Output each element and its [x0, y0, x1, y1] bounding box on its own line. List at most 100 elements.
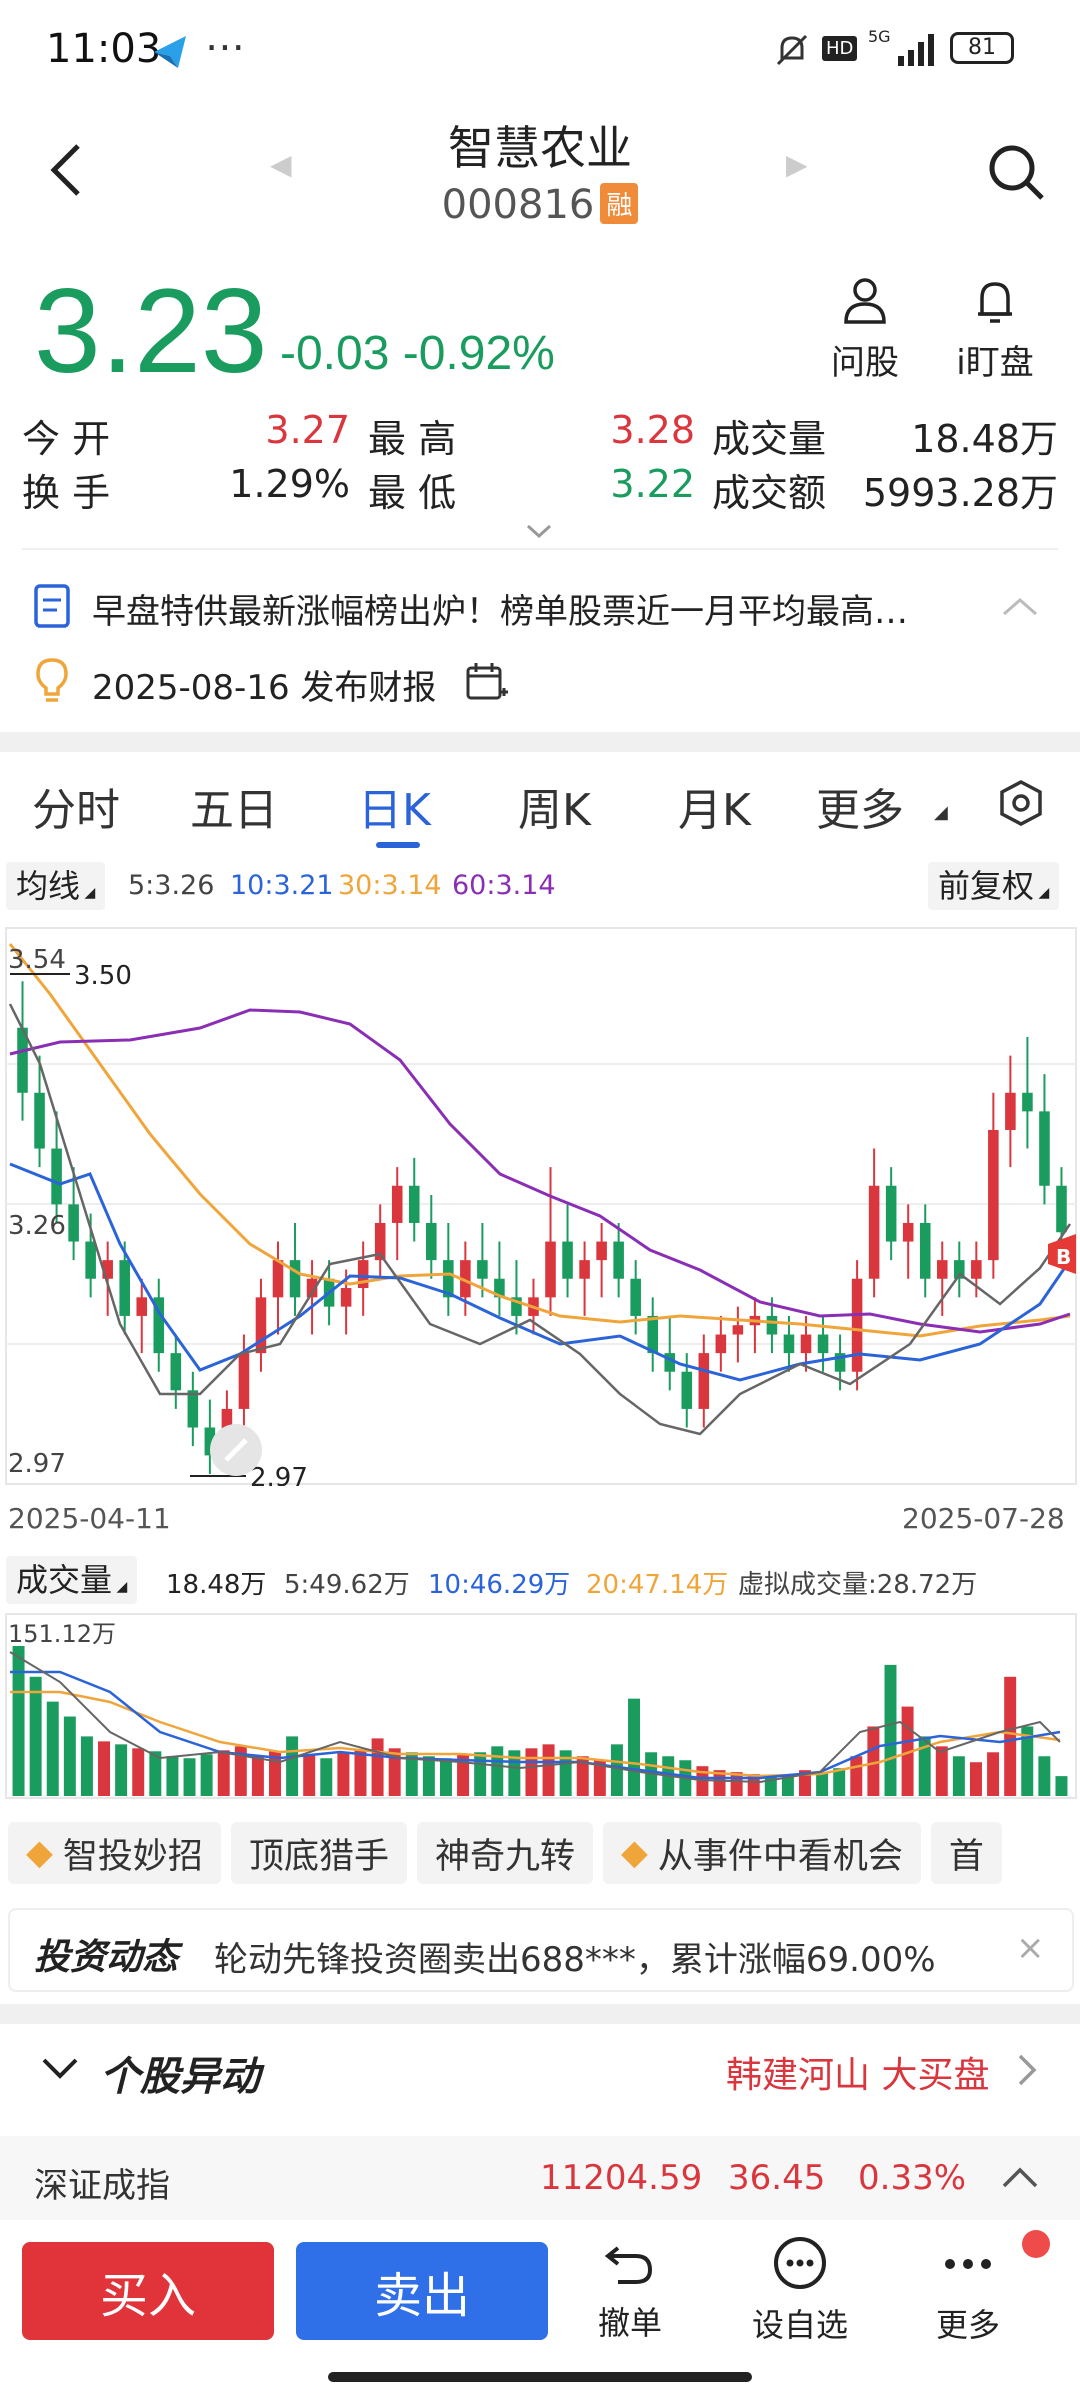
bell-icon [978, 282, 1012, 323]
sell-button[interactable]: 卖出 [296, 2242, 548, 2340]
price-change: -0.03 -0.92% [280, 326, 555, 381]
high-label: 最 高 [368, 417, 457, 461]
y-max-label: 3.54 [8, 945, 66, 975]
index-bar[interactable]: 深证成指 11204.59 36.45 0.33% [0, 2136, 1080, 2220]
collapse-arrow-icon[interactable] [40, 2054, 80, 2084]
turnover-label: 换 手 [22, 471, 111, 515]
candle-body [732, 1325, 744, 1335]
news-headline[interactable]: 早盘特供最新涨幅榜出炉！榜单股票近一月平均最高… [92, 592, 908, 632]
candle-body [187, 1390, 199, 1428]
volume-bar [901, 1706, 914, 1796]
ask-stock-button[interactable]: 问股 [820, 276, 910, 384]
candle-body [545, 1241, 556, 1298]
more-dropdown-icon: ◢ [934, 802, 948, 823]
candle-body [238, 1353, 250, 1409]
next-stock-arrow-icon[interactable]: ▶ [786, 148, 808, 181]
anomaly-highlight[interactable]: 韩建河山 大买盘 [726, 2055, 990, 2096]
mute-bell-icon [776, 34, 808, 66]
chat-dots-icon [774, 2237, 826, 2289]
hd-icon: HD [822, 36, 858, 61]
anomaly-title: 个股异动 [100, 2054, 260, 2100]
chip-top-bottom-label: 顶底猎手 [248, 1836, 389, 1877]
volume-bar [269, 1751, 281, 1796]
stock-code: 000816 [441, 182, 595, 228]
amount-value: 5993.28万 [862, 471, 1058, 515]
chip-magic-nine[interactable]: 神奇九转 [416, 1822, 593, 1884]
index-value: 11204.59 [540, 2158, 703, 2198]
adjust-selector[interactable]: 前复权 ◢ [928, 862, 1060, 910]
chip-top-bottom-hunter[interactable]: 顶底猎手 [230, 1822, 407, 1884]
volume-bar [542, 1744, 555, 1796]
svg-text:5G: 5G [868, 28, 891, 46]
buy-button[interactable]: 买入 [22, 2242, 274, 2340]
settings-hexagon-icon[interactable] [996, 778, 1046, 828]
tab-five-day[interactable]: 五日 [190, 785, 278, 836]
status-time: 11:03 [46, 26, 162, 72]
app-notification-icon [154, 36, 186, 68]
tab-weekly-k[interactable]: 周K [518, 785, 591, 836]
tab-daily-k[interactable]: 日K [358, 785, 431, 836]
ma5-value: 5:3.26 [128, 870, 215, 901]
chip-first[interactable]: 首 [930, 1822, 1002, 1884]
back-arrow-icon[interactable] [44, 140, 88, 200]
chip-event-opportunity[interactable]: ◆ 从事件中看机会 [602, 1822, 921, 1884]
ma-label: 均线 [16, 867, 81, 905]
candle-body [340, 1288, 352, 1307]
tab-more[interactable]: 更多 [816, 785, 904, 836]
volume-bar [918, 1736, 931, 1796]
volume-bar [884, 1664, 897, 1796]
volume-bar [491, 1746, 504, 1796]
volume-selector[interactable]: 成交量 ◢ [6, 1556, 138, 1604]
volume-bar [781, 1774, 794, 1796]
volume-bar [422, 1756, 435, 1796]
invest-dynamic-card[interactable]: 投资动态 轮动先锋投资圈卖出688***，累计涨幅69.00% × [8, 1908, 1074, 1992]
cancel-order-button[interactable]: 撤单 [580, 2234, 680, 2344]
volume-current: 18.48万 [166, 1570, 267, 1600]
home-indicator[interactable] [328, 2372, 752, 2382]
volume-bar [166, 1756, 179, 1796]
more-label: 更多 [935, 2306, 1000, 2344]
add-watchlist-button[interactable]: 设自选 [740, 2234, 860, 2346]
candle-body [1022, 1092, 1033, 1112]
more-button[interactable]: 更多 [918, 2234, 1018, 2346]
calendar-add-icon[interactable] [464, 660, 508, 704]
candle-body [136, 1297, 148, 1316]
candle-body [868, 1185, 880, 1279]
candle-body [902, 1222, 914, 1242]
chip-smart-tips[interactable]: ◆ 智投妙招 [8, 1822, 221, 1884]
volume-bar [474, 1752, 487, 1796]
candle-body [102, 1260, 113, 1279]
watch-button[interactable]: i盯盘 [940, 276, 1050, 384]
candle-body [272, 1260, 284, 1298]
volume-bar [405, 1752, 418, 1796]
volume-bar [764, 1776, 777, 1796]
candle-body [153, 1297, 165, 1354]
kline-chart[interactable]: 3.54 3.26 2.97 3.50 2.97 B [0, 924, 1080, 1486]
volume-bar [696, 1766, 709, 1796]
candle-body [17, 1027, 28, 1093]
invest-dynamic-text: 轮动先锋投资圈卖出688***，累计涨幅69.00% [214, 1940, 936, 1980]
ma30-value: 30:3.14 [338, 870, 442, 901]
more-notifications-icon: ⋯ [205, 24, 245, 70]
search-icon[interactable] [986, 142, 1046, 202]
prev-stock-arrow-icon[interactable]: ◀ [270, 148, 292, 181]
battery-icon: 81 [950, 32, 1014, 64]
expand-index-chevron-icon[interactable] [1000, 2164, 1040, 2190]
report-date: 2025-08-16 发布财报 [92, 668, 437, 708]
volume-bar [12, 1646, 25, 1796]
expand-stats-chevron-icon[interactable] [524, 522, 554, 542]
volume-bar [303, 1754, 316, 1796]
volume-bar [149, 1751, 162, 1796]
close-icon[interactable]: × [1016, 1928, 1045, 1968]
buy-signal-marker [1048, 1234, 1076, 1274]
tab-intraday[interactable]: 分时 [32, 785, 120, 836]
tab-monthly-k[interactable]: 月K [678, 785, 751, 836]
collapse-chevron-icon[interactable] [1000, 594, 1040, 618]
volume-chart[interactable]: 151.12万 [0, 1612, 1080, 1800]
volume-value: 18.48万 [911, 417, 1058, 461]
chevron-right-icon[interactable] [1016, 2052, 1040, 2088]
candle-body [289, 1260, 301, 1298]
candle-body [783, 1334, 795, 1354]
ma-selector[interactable]: 均线 ◢ [6, 862, 106, 910]
chart-tabs: 分时 五日 日K 周K 月K 更多 ◢ [0, 752, 1080, 852]
